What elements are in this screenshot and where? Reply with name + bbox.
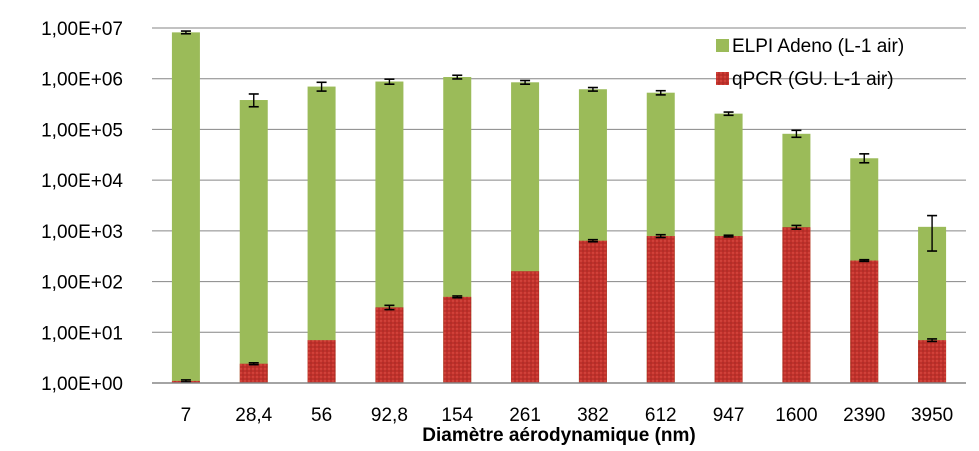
x-tick-label: 947 [713, 405, 745, 426]
gridlines [152, 27, 966, 333]
error-bar-qpcr [180, 379, 191, 383]
y-tick-label: 1,00E+02 [41, 273, 123, 294]
error-bar-qpcr [452, 295, 463, 299]
x-tick-label: 3950 [911, 405, 953, 426]
legend-swatch-elpi [716, 39, 729, 52]
error-bar-elpi [180, 30, 191, 35]
y-tick-label: 1,00E+03 [41, 222, 123, 243]
error-bar-qpcr [655, 233, 666, 239]
x-tick-label: 382 [577, 405, 609, 426]
x-tick-label: 92,8 [371, 405, 408, 426]
y-tick-label: 1,00E+01 [41, 323, 123, 344]
x-tick-label: 154 [441, 405, 473, 426]
bar-qpcr [578, 240, 607, 383]
error-bar-elpi [587, 86, 598, 92]
bar-elpi [307, 86, 336, 383]
bar-qpcr [714, 236, 743, 383]
error-bar-elpi [859, 153, 870, 164]
bar-qpcr [850, 260, 879, 383]
bar-qpcr [646, 236, 675, 383]
x-tick-label: 2390 [843, 405, 885, 426]
bars [171, 32, 947, 384]
x-tick-label: 7 [181, 405, 192, 426]
x-axis-tick-labels: 7 28,4 56 92,8 154 261 382 612 947 1600 2390 3950 [181, 405, 954, 426]
y-tick-label: 1,00E+06 [41, 70, 123, 91]
bar-elpi [171, 32, 200, 383]
y-tick-label: 1,00E+07 [41, 19, 123, 40]
legend-label-elpi: ELPI Adeno (L-1 air) [732, 36, 904, 57]
error-bar-qpcr [248, 362, 259, 366]
error-bar-elpi [723, 111, 734, 117]
error-bars [180, 30, 938, 383]
x-tick-label: 261 [509, 405, 541, 426]
error-bar-elpi [452, 74, 463, 80]
error-bar-qpcr [384, 304, 395, 311]
y-tick-label: 1,00E+00 [41, 374, 123, 395]
error-bar-qpcr [587, 238, 598, 243]
y-tick-label: 1,00E+05 [41, 120, 123, 141]
x-tick-label: 56 [311, 405, 332, 426]
error-bar-elpi [791, 129, 802, 139]
y-axis-tick-labels: 1,00E+00 1,00E+01 1,00E+02 1,00E+03 1,00E+04… [41, 19, 123, 395]
bar-qpcr [307, 340, 336, 383]
bar-qpcr [443, 296, 472, 383]
legend: ELPI Adeno (L-1 air) qPCR (GU. L-1 air) [716, 36, 904, 90]
error-bar-elpi [316, 81, 327, 92]
bar-qpcr [375, 307, 404, 383]
x-tick-label: 1600 [775, 405, 817, 426]
x-tick-label: 28,4 [235, 405, 272, 426]
x-axis-label: Diamètre aérodynamique (nm) [422, 425, 695, 446]
bar-qpcr [782, 227, 811, 383]
bar-qpcr [511, 271, 540, 383]
error-bar-elpi [655, 89, 666, 96]
bar-qpcr [239, 363, 268, 383]
x-tick-label: 612 [645, 405, 677, 426]
error-bar-qpcr [927, 338, 938, 343]
bar-qpcr [918, 340, 947, 383]
legend-swatch-qpcr [716, 72, 729, 85]
y-tick-label: 1,00E+04 [41, 171, 123, 192]
legend-label-qpcr: qPCR (GU. L-1 air) [732, 69, 894, 90]
error-bar-elpi [520, 79, 531, 85]
error-bar-qpcr [791, 224, 802, 230]
error-bar-qpcr [723, 234, 734, 238]
bar-elpi [239, 100, 268, 383]
error-bar-elpi [248, 93, 259, 108]
error-bar-elpi [384, 78, 395, 85]
error-bar-qpcr [859, 258, 870, 263]
error-bar-elpi [927, 214, 938, 252]
